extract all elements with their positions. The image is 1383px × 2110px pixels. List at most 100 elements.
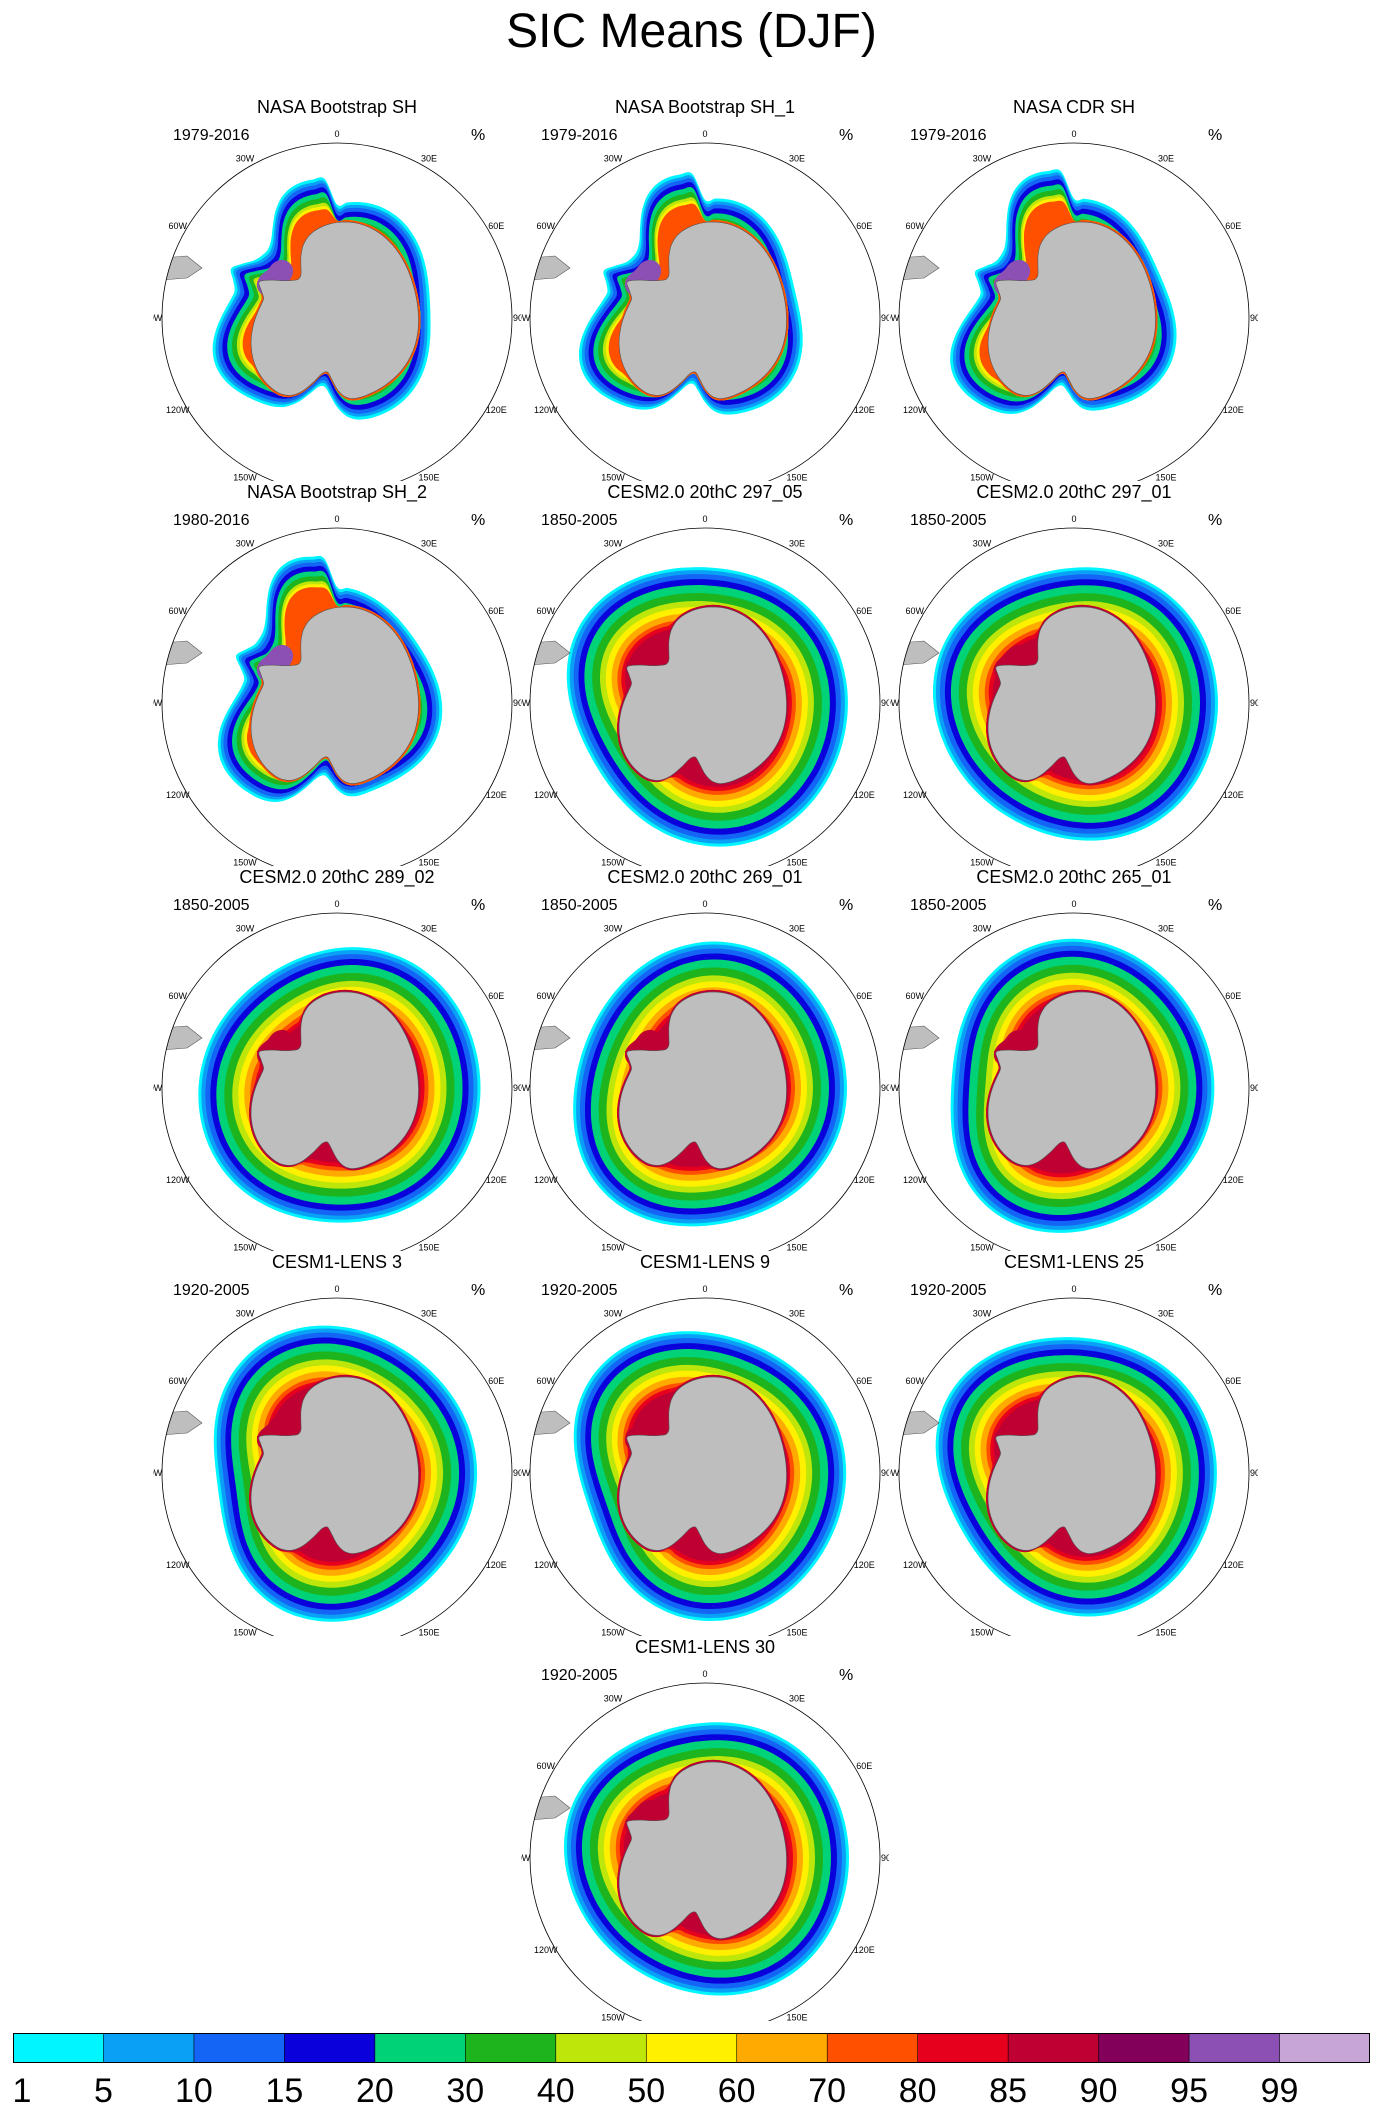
polar-map: 030E60E90E120E150E180150W120W90W60W30W xyxy=(521,1669,889,2021)
longitude-label: 90E xyxy=(1250,1468,1258,1478)
longitude-label: 30E xyxy=(1158,924,1174,934)
panel-title: CESM2.0 20thC 297_05 xyxy=(607,482,803,502)
longitude-label: 90W xyxy=(890,1468,900,1478)
longitude-label: 150W xyxy=(970,1242,994,1251)
longitude-label: 90W xyxy=(521,698,531,708)
colorbar-segment xyxy=(1189,2033,1281,2063)
panel-title: CESM1-LENS 9 xyxy=(639,1252,771,1272)
longitude-label: 90E xyxy=(1250,1083,1258,1093)
map-panel: CESM2.0 20thC 265_01 1850-2005% 0 30E 60E 90E… xyxy=(890,866,1258,1251)
longitude-label: 60E xyxy=(1225,1376,1241,1386)
panel-period: 1979-2016 xyxy=(541,127,618,144)
longitude-label: 60E xyxy=(856,221,872,231)
panel-units: % xyxy=(839,1667,854,1684)
south-america-landmass xyxy=(530,640,571,666)
longitude-label: 0 xyxy=(1071,899,1076,909)
longitude-label: 120E xyxy=(1223,1175,1244,1185)
panel-units: % xyxy=(839,512,854,529)
longitude-label: 120E xyxy=(486,1175,507,1185)
longitude-label: 30E xyxy=(789,1694,805,1704)
south-america-landmass xyxy=(162,1410,203,1436)
colorbar-tick-label: 50 xyxy=(627,2072,666,2110)
map-border xyxy=(898,1297,1250,1636)
colorbar-segment xyxy=(103,2033,195,2063)
map-panel: CESM1-LENS 25 1920-2005% 0 30E 60E 90E 120E 150… xyxy=(890,1251,1258,1636)
longitude-label: 90W xyxy=(153,1083,163,1093)
longitude-label: 60W xyxy=(905,991,924,1001)
panel-units: % xyxy=(471,127,486,144)
colorbar-segment xyxy=(284,2033,376,2063)
map-panel: NASA CDR SH 1979-2016% 0 30E 60E 90E 120E 150E 1… xyxy=(890,96,1258,481)
longitude-label: 150W xyxy=(970,1627,994,1636)
panel-title: CESM2.0 20thC 269_01 xyxy=(607,867,803,887)
panel-units: % xyxy=(471,1282,486,1299)
longitude-label: 150E xyxy=(786,2012,807,2021)
longitude-label: 0 xyxy=(334,129,339,139)
longitude-label: 90W xyxy=(521,1468,531,1478)
longitude-label: 0 xyxy=(702,899,707,909)
colorbar xyxy=(13,2033,1370,2063)
longitude-label: 60W xyxy=(536,991,555,1001)
map-border xyxy=(529,1297,881,1636)
panel-units: % xyxy=(471,512,486,529)
colorbar-segment xyxy=(465,2033,557,2063)
longitude-label: 120E xyxy=(854,790,875,800)
longitude-label: 60W xyxy=(168,1376,187,1386)
longitude-label: 120E xyxy=(854,1175,875,1185)
longitude-label: 120W xyxy=(534,1945,558,1955)
polar-map: 030E60E90E120E150E180150W120W90W60W30W xyxy=(153,514,521,866)
map-border xyxy=(529,142,881,481)
antarctica-landmass xyxy=(618,991,787,1169)
south-america-landmass xyxy=(530,1410,571,1436)
longitude-label: 30E xyxy=(421,539,437,549)
colorbar-tick-label: 99 xyxy=(1260,2072,1299,2110)
longitude-label: 90E xyxy=(513,698,521,708)
longitude-label: 150W xyxy=(970,472,994,481)
panel-title: NASA Bootstrap SH_1 xyxy=(614,97,796,117)
longitude-label: 150W xyxy=(233,1242,257,1251)
longitude-label: 120E xyxy=(854,405,875,415)
south-america-landmass xyxy=(899,1410,940,1436)
polar-map: 030E60E90E120E150E180150W120W90W60W30W xyxy=(521,129,889,481)
longitude-label: 60E xyxy=(488,1376,504,1386)
panel-period: 1920-2005 xyxy=(910,1282,987,1299)
map-border xyxy=(161,527,513,866)
longitude-label: 30E xyxy=(1158,539,1174,549)
map-panel: CESM2.0 20thC 269_01 1850-2005% 0 30E 60E 90E… xyxy=(521,866,889,1251)
longitude-label: 60E xyxy=(856,1761,872,1771)
longitude-label: 60W xyxy=(168,221,187,231)
south-america-landmass xyxy=(162,1025,203,1051)
longitude-label: 30W xyxy=(973,924,992,934)
map-border xyxy=(898,142,1250,481)
antarctica-landmass xyxy=(618,606,787,784)
panel-units: % xyxy=(839,897,854,914)
longitude-label: 30W xyxy=(236,1309,255,1319)
colorbar-tick-label: 80 xyxy=(898,2072,937,2110)
longitude-label: 90E xyxy=(1250,698,1258,708)
longitude-label: 60W xyxy=(168,991,187,1001)
colorbar-tick-label: 1 xyxy=(12,2072,32,2110)
longitude-label: 0 xyxy=(334,1284,339,1294)
longitude-label: 90W xyxy=(521,1853,531,1863)
longitude-label: 90E xyxy=(881,1083,889,1093)
longitude-label: 90E xyxy=(513,1468,521,1478)
panel-units: % xyxy=(1208,512,1223,529)
antarctica-landmass xyxy=(618,1376,787,1554)
colorbar-tick-label: 40 xyxy=(536,2072,575,2110)
longitude-label: 30W xyxy=(236,539,255,549)
longitude-label: 120W xyxy=(534,790,558,800)
longitude-label: 120E xyxy=(1223,790,1244,800)
longitude-label: 30E xyxy=(1158,154,1174,164)
panel-period: 1979-2016 xyxy=(910,127,987,144)
colorbar-segment xyxy=(646,2033,738,2063)
longitude-label: 120W xyxy=(534,405,558,415)
longitude-label: 90W xyxy=(153,698,163,708)
longitude-label: 90E xyxy=(881,1468,889,1478)
longitude-label: 150E xyxy=(786,857,807,866)
longitude-label: 30W xyxy=(973,539,992,549)
polar-map: 030E60E90E120E150E180150W120W90W60W30W xyxy=(521,899,889,1251)
longitude-label: 0 xyxy=(702,1284,707,1294)
longitude-label: 150W xyxy=(601,857,625,866)
longitude-label: 90E xyxy=(513,1083,521,1093)
longitude-label: 30E xyxy=(421,924,437,934)
